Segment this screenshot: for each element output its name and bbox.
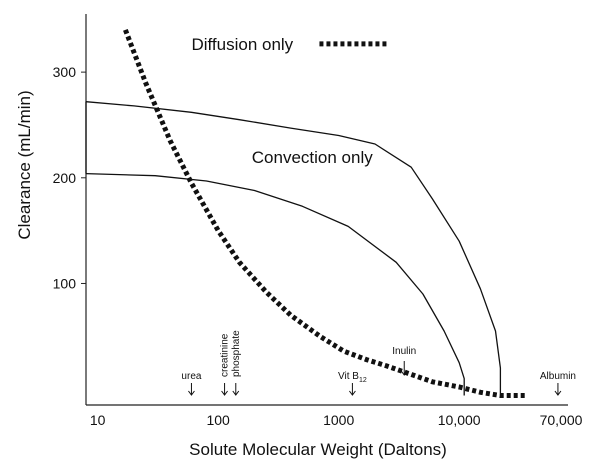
convection-upper-line bbox=[85, 101, 502, 396]
marker-urea-label: urea bbox=[181, 371, 201, 382]
convection-lower-line bbox=[85, 172, 465, 396]
marker-albumin-label: Albumin bbox=[540, 371, 576, 382]
x-axis-title: Solute Molecular Weight (Daltons) bbox=[189, 440, 447, 459]
diffusion-dotted-line bbox=[123, 29, 525, 398]
marker-phosphate-label: phosphate bbox=[231, 330, 242, 377]
x-tick-label: 10 bbox=[90, 412, 106, 428]
series-layer bbox=[85, 29, 525, 398]
y-tick-label: 100 bbox=[53, 275, 77, 291]
x-tick-label: 70,000 bbox=[540, 412, 583, 428]
x-tick-label: 10,000 bbox=[438, 412, 481, 428]
y-axis: 100 200 300 bbox=[53, 64, 86, 291]
marker-phosphate-arrowhead bbox=[232, 390, 240, 396]
marker-vit-b-label: Vit B12 bbox=[338, 371, 367, 384]
marker-urea-arrowhead bbox=[188, 390, 195, 396]
marker-inulin-arrowhead bbox=[400, 370, 408, 376]
marker-albumin-arrowhead bbox=[554, 390, 562, 396]
x-tick-label: 1000 bbox=[323, 412, 354, 428]
y-axis-title: Clearance (mL/min) bbox=[15, 90, 34, 239]
marker-vit-b-arrowhead bbox=[349, 390, 356, 396]
diffusion-only-label: Diffusion only bbox=[191, 35, 293, 54]
marker-inulin-label: Inulin bbox=[392, 346, 416, 357]
marker-vit-b-subscript: 12 bbox=[359, 377, 367, 384]
x-tick-label: 100 bbox=[206, 412, 230, 428]
x-axis: 10 100 1000 10,000 70,000 bbox=[90, 412, 583, 428]
plot-area bbox=[85, 14, 568, 406]
y-tick-label: 300 bbox=[53, 64, 77, 80]
convection-only-label: Convection only bbox=[252, 148, 373, 167]
marker-creatinine-arrowhead bbox=[221, 390, 228, 396]
y-tick-label: 200 bbox=[53, 170, 77, 186]
marker-creatinine-label: creatinine bbox=[220, 333, 231, 377]
annotation-layer: Diffusion only Convection only bbox=[191, 35, 387, 167]
